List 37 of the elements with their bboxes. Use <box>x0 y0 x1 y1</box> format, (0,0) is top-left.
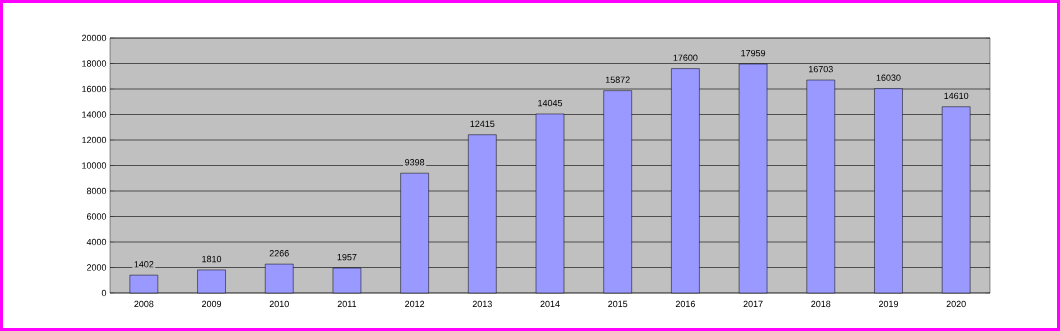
data-label: 1402 <box>134 261 154 268</box>
x-tick-label: 2016 <box>675 300 695 308</box>
x-tick-label: 2020 <box>946 300 966 308</box>
y-tick-label: 0 <box>101 289 107 297</box>
data-label: 1810 <box>202 255 222 263</box>
x-tick-label: 2014 <box>540 300 560 308</box>
data-label: 17600 <box>673 54 698 61</box>
data-label: 17959 <box>741 49 766 57</box>
x-tick-label: 2013 <box>472 300 492 308</box>
y-tick-label: 2000 <box>86 264 107 271</box>
data-label: 16703 <box>809 65 833 73</box>
data-label: 16030 <box>876 74 901 81</box>
y-tick-label: 8000 <box>86 187 107 195</box>
data-label: 12415 <box>470 120 495 128</box>
data-label: 14045 <box>538 99 563 107</box>
data-label: 2266 <box>269 250 289 257</box>
x-tick-label: 2019 <box>878 300 899 308</box>
y-tick-label: 4000 <box>86 238 107 246</box>
data-label: 14610 <box>944 92 969 100</box>
x-tick-label: 2011 <box>337 300 357 308</box>
data-label: 9398 <box>405 159 425 166</box>
data-label: 15872 <box>605 76 630 83</box>
y-tick-label: 6000 <box>86 213 107 220</box>
y-tick-label: 16000 <box>82 85 107 93</box>
y-tick-label: 14000 <box>82 111 107 118</box>
x-tick-label: 2008 <box>134 300 154 308</box>
x-tick-label: 2012 <box>405 300 425 308</box>
x-tick-label: 2015 <box>608 300 628 308</box>
x-tick-label: 2009 <box>202 300 222 308</box>
y-tick-label: 10000 <box>82 162 107 169</box>
x-tick-label: 2010 <box>269 300 289 308</box>
y-tick-label: 18000 <box>82 60 107 67</box>
x-tick-label: 2018 <box>811 300 831 308</box>
data-label: 1957 <box>337 254 357 261</box>
y-tick-label: 12000 <box>82 136 107 144</box>
y-tick-label: 20000 <box>82 34 107 42</box>
x-tick-label: 2017 <box>743 300 763 308</box>
